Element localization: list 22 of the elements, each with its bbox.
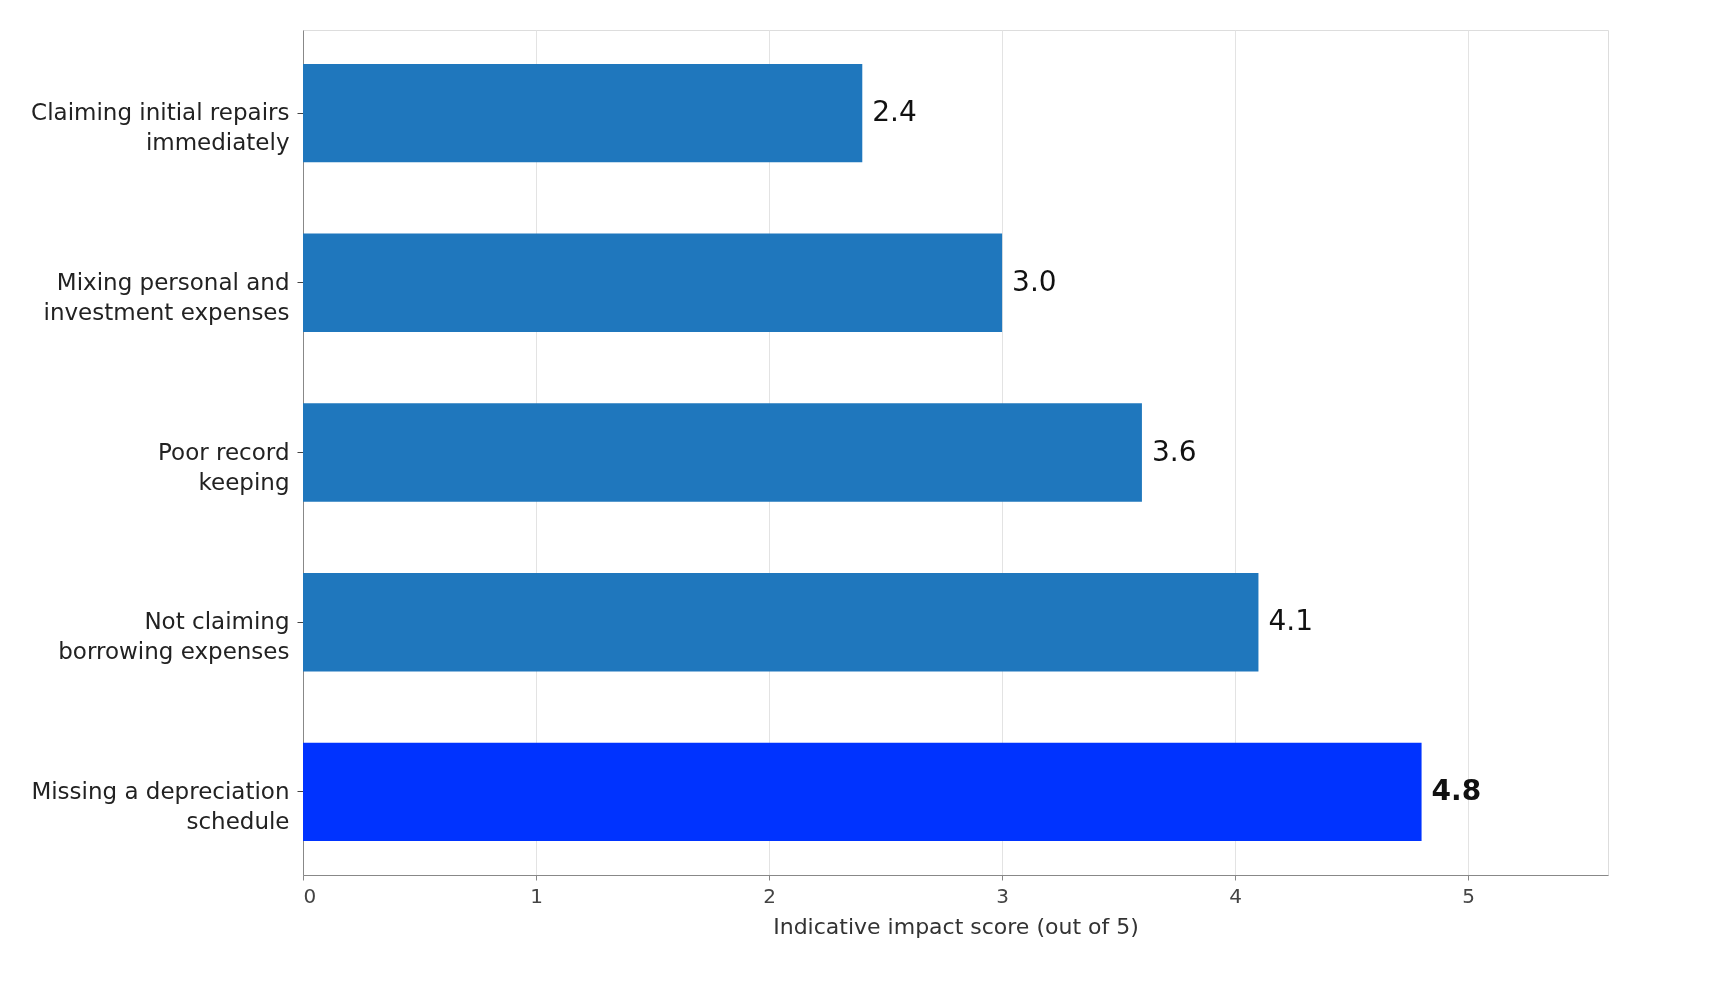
x-tick-label: 4 — [1229, 883, 1243, 908]
y-tick-label: Missing a depreciation schedule — [31, 777, 290, 834]
data-label: 4.1 — [1268, 604, 1313, 638]
data-label: 2.4 — [872, 95, 917, 129]
y-tick-label: Claiming initial repairs immediately — [31, 99, 290, 156]
x-tick-label: 1 — [530, 883, 543, 908]
data-label: 4.8 — [1431, 773, 1482, 807]
y-tick-label: Not claiming borrowing expenses — [58, 608, 290, 665]
bar — [303, 572, 1259, 672]
data-label: 3.6 — [1151, 434, 1197, 468]
data-label: 3.0 — [1012, 264, 1057, 298]
bar — [303, 403, 1142, 502]
y-tick-label: Mixing personal and investment expenses — [43, 268, 290, 325]
x-tick-label: 3 — [996, 883, 1009, 908]
bar — [303, 63, 863, 163]
x-tick-label: 2 — [763, 883, 776, 908]
y-tick-label: Poor record keeping — [158, 438, 290, 495]
x-tick-label: 0 — [303, 883, 317, 908]
x-tick-label: 5 — [1462, 883, 1476, 908]
bar — [303, 233, 1003, 333]
x-axis-title: Indicative impact score (out of 5) — [773, 913, 1139, 939]
bar — [303, 742, 1422, 842]
